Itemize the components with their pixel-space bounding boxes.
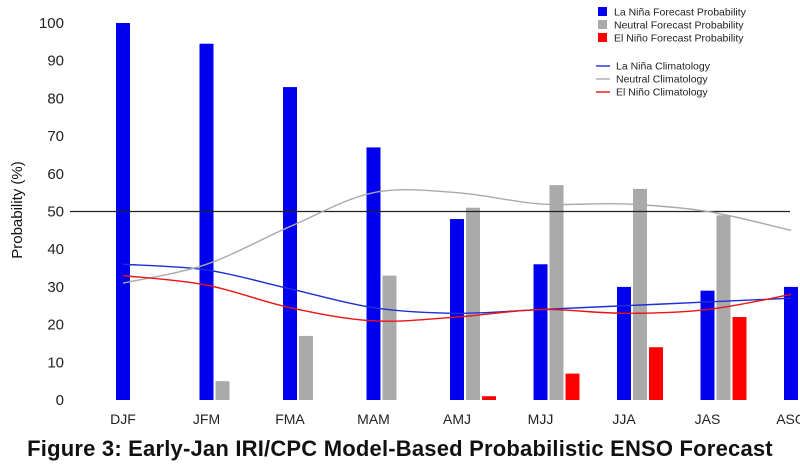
x-tick-label: JFM xyxy=(193,411,220,427)
y-tick-label: 50 xyxy=(47,204,64,221)
bar-la-mjj xyxy=(533,264,548,400)
legend-entry: La Niña Forecast Probability xyxy=(614,7,747,19)
bar-el-amj xyxy=(482,396,496,400)
y-axis-label: Probability (%) xyxy=(9,161,26,259)
y-tick-label: 80 xyxy=(47,90,64,107)
bar-neutral-mjj xyxy=(549,185,564,400)
bar-la-jas xyxy=(700,290,715,400)
y-tick-label: 100 xyxy=(39,15,64,32)
bar-la-jja xyxy=(617,286,631,400)
bar-neutral-jfm xyxy=(215,381,230,400)
bar-el-mjj xyxy=(565,373,580,400)
x-tick-label: MJJ xyxy=(528,411,554,427)
x-tick-label: MAM xyxy=(357,411,390,427)
bar-la-fma xyxy=(283,87,297,400)
bar-neutral-fma xyxy=(299,335,313,400)
x-tick-label: AMJ xyxy=(443,411,471,427)
chart-svg: 0 10 20 30 40 50 60 70 80 90 100 DJF JFM FMA MAM AMJ MJ… xyxy=(9,7,800,428)
y-tick-label: 40 xyxy=(47,241,64,258)
legend-entry: Neutral Climatology xyxy=(616,74,708,86)
y-tick-label: 30 xyxy=(47,279,64,296)
line-el-climatology xyxy=(122,274,792,322)
bar-el-jja xyxy=(649,347,663,400)
line-neutral-climatology xyxy=(122,188,792,284)
x-tick-label: JAS xyxy=(695,411,721,427)
x-tick-label: ASO xyxy=(776,411,800,427)
bar-la-jfm xyxy=(199,43,214,401)
y-tick-label: 10 xyxy=(47,354,64,371)
y-tick-label: 90 xyxy=(47,53,64,70)
y-tick-label: 60 xyxy=(47,166,64,183)
bar-neutral-amj xyxy=(466,207,480,400)
bar-neutral-mam xyxy=(382,275,397,400)
figure-caption: Figure 3: Early-Jan IRI/CPC Model-Based … xyxy=(27,436,773,461)
legend-entry: La Niña Climatology xyxy=(616,61,711,73)
legend-entry: El Niño Forecast Probability xyxy=(614,33,744,45)
y-tick-label: 0 xyxy=(56,392,64,409)
bar-neutral-jja xyxy=(633,188,647,400)
y-tick-label: 20 xyxy=(47,317,64,334)
bar-el-jas xyxy=(732,317,747,400)
legend-swatch xyxy=(598,20,607,29)
line-la-climatology xyxy=(122,263,792,314)
x-tick-label: FMA xyxy=(275,411,305,427)
bar-la-mam xyxy=(366,147,381,400)
x-tick-label: JJA xyxy=(612,411,636,427)
legend-entry: El Niño Climatology xyxy=(616,87,708,99)
bar-la-aso xyxy=(784,286,798,400)
legend-entry: Neutral Forecast Probability xyxy=(614,20,744,32)
legend-swatch xyxy=(598,33,607,42)
legend-swatch xyxy=(598,7,607,16)
y-tick-label: 70 xyxy=(47,128,64,145)
bar-la-amj xyxy=(450,219,464,400)
x-tick-label: DJF xyxy=(110,411,136,427)
